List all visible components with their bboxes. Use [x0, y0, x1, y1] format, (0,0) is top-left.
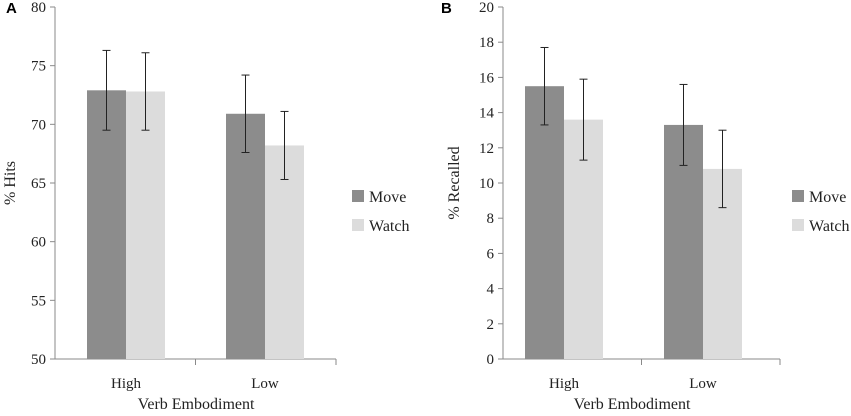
- x-tick-label: High: [549, 376, 580, 392]
- x-axis-title: Verb Embodiment: [574, 396, 691, 413]
- y-tick-label: 6: [487, 246, 495, 262]
- bar-move-high: [87, 90, 126, 359]
- y-tick-label: 80: [31, 0, 46, 16]
- y-tick-label: 10: [479, 176, 494, 192]
- y-tick-label: 18: [479, 35, 494, 51]
- bar-move-low: [226, 113, 265, 359]
- panel-letter: B: [441, 0, 452, 17]
- y-tick-label: 60: [31, 235, 46, 251]
- legend-label-move: Move: [369, 189, 406, 206]
- y-tick-label: 12: [479, 141, 494, 157]
- y-tick-label: 8: [487, 211, 495, 227]
- panel-letter: A: [6, 0, 17, 17]
- y-tick-label: 55: [31, 293, 46, 309]
- y-axis-title: % Recalled: [446, 146, 463, 219]
- x-tick-label: Low: [251, 376, 279, 392]
- bar-watch-low: [265, 145, 304, 359]
- y-tick-label: 2: [487, 317, 495, 333]
- x-tick-label: Low: [689, 376, 717, 392]
- legend-label-move: Move: [809, 189, 846, 206]
- y-axis-title: % Hits: [2, 161, 19, 205]
- x-tick-label: High: [111, 376, 142, 392]
- y-tick-label: 75: [31, 59, 46, 75]
- y-tick-label: 50: [31, 352, 46, 368]
- x-axis-title: Verb Embodiment: [138, 396, 255, 413]
- y-tick-label: 0: [487, 352, 495, 368]
- bar-watch-high: [126, 91, 165, 359]
- legend-swatch-move: [352, 190, 364, 202]
- panel-a: A 50 55 60 65 70 75 80 High Low Verb Embodiment % H…: [2, 0, 409, 413]
- legend-swatch-watch: [352, 219, 364, 231]
- legend-swatch-move: [792, 190, 804, 202]
- y-tick-label: 14: [479, 106, 495, 122]
- y-tick-label: 70: [31, 117, 46, 133]
- y-tick-label: 16: [479, 70, 495, 86]
- legend-swatch-watch: [792, 219, 804, 231]
- y-tick-label: 65: [31, 176, 46, 192]
- y-tick-label: 20: [479, 0, 494, 16]
- legend-label-watch: Watch: [369, 218, 409, 235]
- legend-label-watch: Watch: [809, 218, 849, 235]
- y-tick-label: 4: [487, 282, 495, 298]
- panel-b: B 0 2 4 6 8 10 12 14 16 18 20 High Low Verb Embodiment…: [441, 0, 849, 413]
- bar-move-high: [525, 86, 564, 359]
